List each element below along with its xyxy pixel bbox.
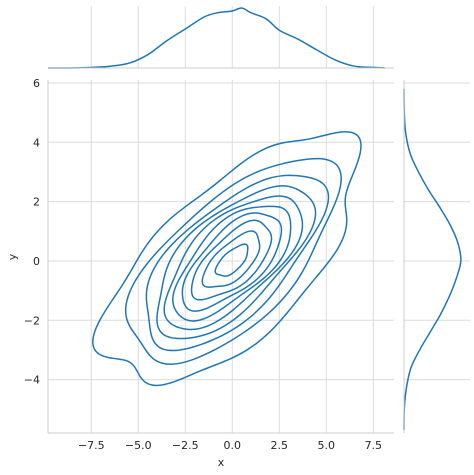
x-tick-label: 2.5 (271, 439, 289, 452)
x-tick-label: −5.0 (125, 439, 152, 452)
x-tick-label: 7.5 (365, 439, 383, 452)
x-axis-label: x (218, 456, 225, 469)
y-tick-labels: −4 −2 0 2 4 6 (24, 77, 40, 387)
kde-contour-line (145, 174, 330, 352)
kde-contour-line (201, 230, 261, 288)
x-tick-label: −7.5 (78, 439, 105, 452)
marginal-x-grid (90, 6, 374, 68)
kde-contour-line (163, 195, 304, 331)
marginal-y-grid (404, 82, 470, 381)
kde-contour-line (156, 185, 317, 340)
marginal-y-density-line (403, 88, 462, 431)
kde-contour-line (172, 205, 292, 322)
x-tick-label: 5.0 (318, 439, 336, 452)
y-tick-label: 4 (33, 136, 40, 149)
kde-contour-line (124, 157, 342, 365)
y-tick-label: 2 (33, 196, 40, 209)
marginal-x-density-line (47, 7, 385, 69)
kde-contours (92, 131, 362, 387)
y-tick-label: 6 (33, 77, 40, 90)
y-tick-label: −4 (24, 374, 40, 387)
y-axis-label: y (6, 253, 19, 260)
marginal-x-kde (47, 7, 385, 69)
kde-contour-line (181, 212, 283, 312)
x-tick-label: 0.0 (224, 439, 242, 452)
y-tick-label: −2 (24, 314, 40, 327)
kde-contour-line (214, 243, 249, 277)
kde-contour-line (190, 219, 273, 301)
joint-grid (48, 80, 394, 433)
x-tick-labels: −7.5 −5.0 −2.5 0.0 2.5 5.0 7.5 (78, 439, 382, 452)
y-tick-label: 0 (33, 255, 40, 268)
kde-contour-line (92, 131, 362, 387)
marginal-y-kde (403, 88, 462, 431)
x-tick-label: −2.5 (172, 439, 199, 452)
axes-spines (47, 67, 405, 434)
